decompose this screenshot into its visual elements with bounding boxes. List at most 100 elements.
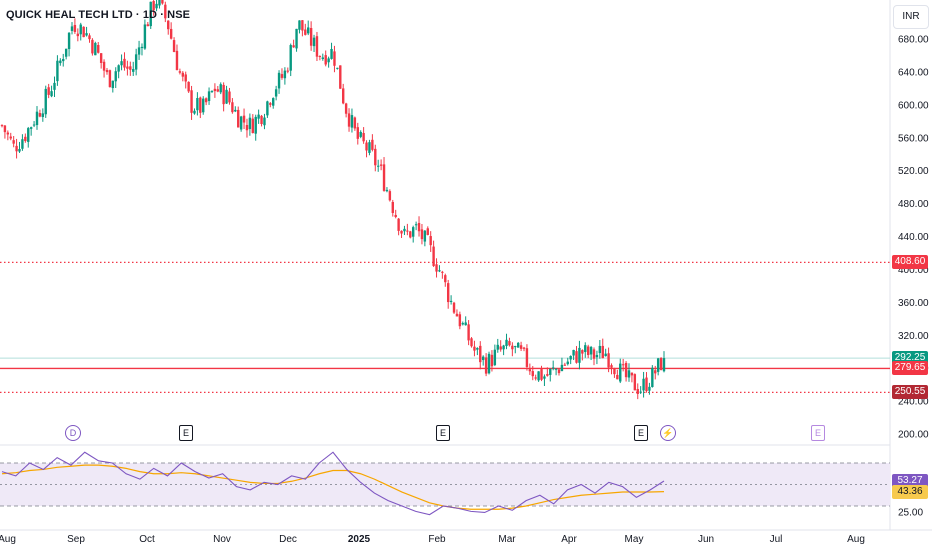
candle-body (245, 124, 249, 131)
news-flash-icon[interactable]: ⚡ (660, 425, 676, 441)
time-label-9: May (625, 534, 644, 545)
candle-body (662, 358, 666, 372)
candle-body (490, 354, 494, 367)
candle-body (534, 377, 537, 379)
candle-body (569, 355, 572, 360)
price-tag-2: 279.65 (892, 361, 928, 376)
rsi-tick: 25.00 (898, 507, 923, 518)
price-tick-11: 240.00 (898, 397, 929, 408)
candle-body (129, 66, 132, 70)
dividend-event-icon[interactable]: D (65, 425, 81, 441)
candle-body (266, 101, 269, 116)
candle-body (420, 229, 424, 240)
candle-body (312, 37, 316, 47)
candle-body (487, 353, 491, 374)
earnings-event-icon[interactable]: E (436, 425, 450, 441)
candle-body (239, 116, 243, 130)
candle-body (505, 339, 508, 347)
candle-body (347, 113, 351, 127)
candle-body (522, 347, 526, 349)
candle-body (242, 115, 246, 123)
candle-body (417, 222, 421, 232)
candle-body (546, 374, 549, 376)
candle-body (175, 50, 179, 71)
candle-body (519, 345, 523, 349)
candle-body (406, 230, 409, 232)
candle-body (64, 48, 68, 57)
candle-body (359, 131, 362, 137)
candle-body (452, 302, 456, 313)
time-label-1: Sep (67, 534, 85, 545)
candle-body (350, 115, 354, 128)
time-label-4: Dec (279, 534, 297, 545)
candle-body (630, 372, 634, 376)
price-tick-3: 560.00 (898, 133, 929, 144)
candle-body (651, 367, 654, 388)
candle-body (598, 345, 602, 354)
candle-body (298, 20, 301, 30)
candle-body (659, 357, 663, 370)
candle-body (123, 58, 126, 68)
price-tick-9: 320.00 (898, 331, 929, 342)
candle-body (362, 132, 365, 142)
candle-body (584, 345, 587, 352)
candle-body (464, 322, 467, 326)
candle-body (438, 270, 441, 272)
candle-body (400, 230, 403, 234)
candle-body (426, 228, 429, 235)
candle-body (295, 28, 298, 49)
candle-body (199, 97, 202, 113)
candle-body (137, 47, 141, 55)
candle-body (537, 371, 540, 381)
candle-body (496, 344, 499, 350)
time-label-3: Nov (213, 534, 231, 545)
earnings-event-icon[interactable]: E (811, 425, 825, 441)
candle-body (648, 386, 651, 391)
candle-body (164, 4, 167, 19)
candle-body (99, 53, 103, 63)
candle-body (563, 364, 567, 366)
candle-body (321, 57, 324, 59)
time-label-12: Aug (847, 534, 865, 545)
candle-body (397, 218, 400, 231)
candle-body (187, 81, 190, 92)
candle-body (613, 368, 616, 375)
candle-body (339, 65, 342, 89)
price-tag-3: 250.55 (892, 385, 928, 400)
time-label-10: Jun (698, 534, 714, 545)
candle-body (277, 72, 281, 89)
candle-body (216, 89, 220, 92)
earnings-event-icon[interactable]: E (179, 425, 193, 441)
candle-body (575, 351, 578, 363)
candle-body (35, 111, 39, 126)
candle-body (327, 58, 330, 63)
candle-body (601, 345, 604, 359)
candle-body (254, 116, 257, 134)
candle-body (353, 117, 357, 129)
candle-body (394, 214, 397, 218)
candle-body (324, 55, 327, 65)
candle-body (514, 346, 517, 348)
candle-body (6, 132, 10, 135)
candle-body (493, 349, 497, 366)
candle-body (484, 357, 488, 374)
candle-body (377, 165, 380, 167)
candle-body (557, 369, 561, 374)
price-tick-0: 680.00 (898, 35, 929, 46)
candle-body (446, 283, 450, 303)
candle-body (161, 0, 164, 4)
time-label-8: Apr (561, 534, 577, 545)
candle-body (181, 72, 185, 77)
candle-body (301, 20, 304, 31)
candle-body (32, 124, 36, 126)
candle-body (152, 1, 155, 11)
candle-body (207, 91, 211, 102)
candle-body (202, 98, 205, 113)
candle-body (642, 378, 645, 391)
candle-body (627, 370, 631, 378)
earnings-event-icon[interactable]: E (634, 425, 648, 441)
candle-body (196, 98, 199, 111)
currency-selector[interactable]: INR (893, 5, 929, 29)
candle-body (9, 136, 12, 139)
